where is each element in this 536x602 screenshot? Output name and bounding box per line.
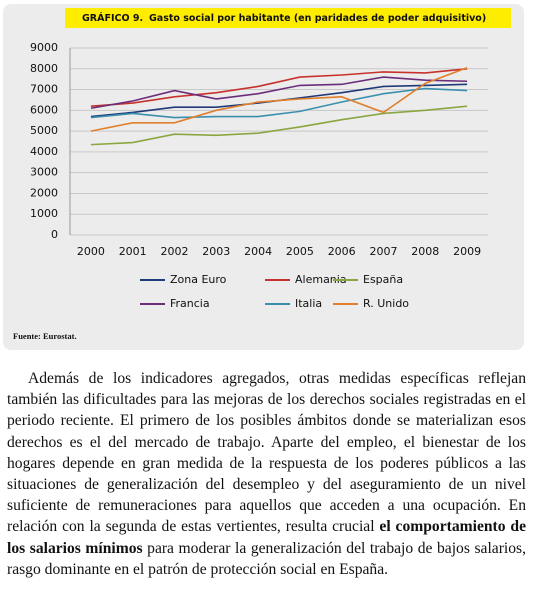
y-tick-label: 0 bbox=[51, 228, 58, 241]
x-tick-label: 2001 bbox=[119, 245, 147, 258]
x-tick-label: 2002 bbox=[161, 245, 189, 258]
legend-label: Francia bbox=[170, 297, 210, 310]
y-tick-label: 6000 bbox=[30, 103, 58, 116]
text: Además de los indicadores agregados, otr… bbox=[7, 370, 526, 536]
figure-number: GRÁFICO 9. bbox=[82, 12, 143, 24]
legend-label: Zona Euro bbox=[170, 273, 227, 286]
y-tick-label: 7000 bbox=[30, 83, 58, 96]
chart-title: Gasto social por habitante (en paridades… bbox=[149, 13, 486, 24]
y-tick-label: 4000 bbox=[30, 145, 58, 158]
x-tick-label: 2009 bbox=[453, 245, 481, 258]
y-tick-label: 2000 bbox=[30, 186, 58, 199]
series-line bbox=[90, 66, 468, 132]
y-tick-label: 5000 bbox=[30, 124, 58, 137]
x-tick-label: 2004 bbox=[244, 245, 272, 258]
y-tick-label: 8000 bbox=[30, 62, 58, 75]
x-tick-label: 2006 bbox=[328, 245, 356, 258]
bold-text: el comportamiento de los salarios mínimo… bbox=[7, 518, 526, 557]
body-paragraph: Además de los indicadores agregados, otr… bbox=[7, 368, 526, 602]
y-tick-label: 1000 bbox=[30, 207, 58, 220]
legend-label: España bbox=[363, 273, 403, 286]
chart: GRÁFICO 9. Gasto social por habitante (e… bbox=[13, 8, 511, 341]
legend-label: Alemania bbox=[295, 273, 347, 286]
legend-label: R. Unido bbox=[363, 297, 409, 310]
legend-label: Italia bbox=[295, 297, 322, 310]
series-line bbox=[90, 87, 468, 119]
text: para moderar la generalización del traba… bbox=[7, 539, 526, 578]
x-tick-label: 2003 bbox=[202, 245, 230, 258]
series-line bbox=[90, 67, 468, 107]
chart-panel bbox=[3, 4, 524, 350]
series-line bbox=[90, 105, 468, 146]
series-line bbox=[90, 76, 468, 110]
x-tick-label: 2005 bbox=[286, 245, 314, 258]
x-tick-label: 2008 bbox=[411, 245, 439, 258]
title-bar bbox=[65, 8, 511, 28]
source: Fuente: Eurostat. bbox=[13, 331, 77, 341]
y-tick-label: 3000 bbox=[30, 166, 58, 179]
x-tick-label: 2000 bbox=[77, 245, 105, 258]
y-tick-label: 9000 bbox=[30, 41, 58, 54]
x-tick-label: 2007 bbox=[370, 245, 398, 258]
